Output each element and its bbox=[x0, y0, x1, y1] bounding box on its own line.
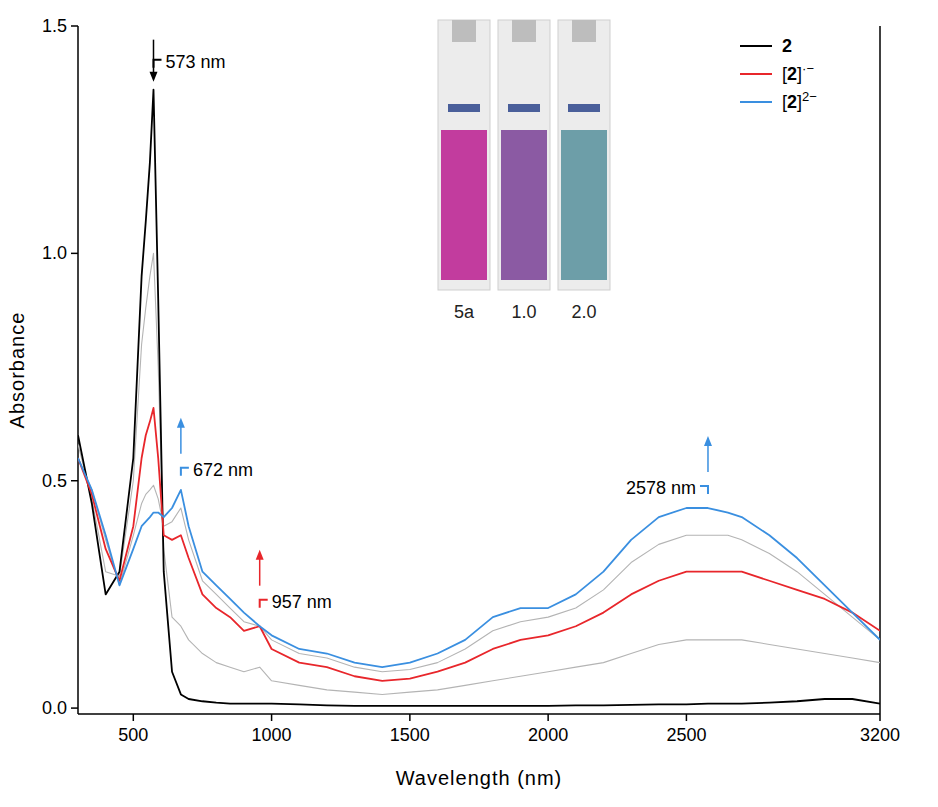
arrow bbox=[259, 556, 261, 586]
arrow-head bbox=[704, 436, 712, 446]
x-tick-label: 500 bbox=[118, 725, 148, 745]
curves bbox=[78, 90, 880, 706]
inset-label: 1.0 bbox=[511, 302, 536, 322]
y-tick-label: 1.5 bbox=[42, 16, 67, 36]
legend-swatch bbox=[740, 73, 772, 75]
x-tick bbox=[547, 714, 549, 721]
arrow bbox=[707, 442, 709, 472]
spectrum-line bbox=[78, 253, 880, 694]
cuvette bbox=[498, 20, 550, 290]
annotation-label: 672 nm bbox=[193, 460, 253, 480]
x-tick bbox=[686, 714, 688, 721]
x-axis-title: Wavelength (nm) bbox=[396, 767, 563, 789]
cuvette-mark bbox=[448, 104, 480, 112]
arrow bbox=[153, 40, 155, 76]
x-tick-label: 2000 bbox=[528, 725, 568, 745]
y-tick bbox=[71, 480, 78, 482]
cuvette-cap bbox=[452, 20, 476, 42]
cuvette-solution bbox=[441, 130, 487, 280]
label-ground bbox=[624, 477, 698, 499]
legend: 2 [2]·− [2]2− bbox=[740, 36, 817, 112]
arrow-head bbox=[256, 550, 264, 560]
label-ground bbox=[270, 591, 334, 613]
y-tick bbox=[71, 707, 78, 709]
spectrum-line bbox=[78, 458, 880, 672]
x-tick bbox=[271, 714, 273, 721]
y-axis-right bbox=[879, 26, 881, 714]
bracket bbox=[260, 600, 268, 608]
y-tick bbox=[71, 25, 78, 27]
legend-swatch bbox=[740, 101, 772, 103]
x-tick-label: 2500 bbox=[666, 725, 706, 745]
annotation: 672 nm bbox=[177, 418, 255, 481]
axes bbox=[78, 26, 880, 714]
annotation-label: 573 nm bbox=[165, 52, 225, 72]
legend-label: [2]2− bbox=[782, 89, 817, 112]
label-ground bbox=[163, 51, 227, 73]
y-tick bbox=[71, 253, 78, 255]
x-tick bbox=[409, 714, 411, 721]
arrow-head bbox=[177, 418, 185, 428]
inset-label: 5a bbox=[454, 302, 475, 322]
x-tick bbox=[879, 714, 881, 721]
legend-swatch bbox=[740, 45, 772, 47]
chart: 5a 1.0 2.0 500 1000 1500 2000 2500 3200 0.0 0.5 1.0… bbox=[0, 0, 938, 807]
bracket bbox=[153, 60, 161, 68]
annotation-label: 957 nm bbox=[272, 592, 332, 612]
bracket bbox=[700, 486, 708, 494]
x-tick-label: 1500 bbox=[390, 725, 430, 745]
cuvette-mark bbox=[568, 104, 600, 112]
y-tick-label: 0.0 bbox=[42, 698, 67, 718]
legend-label: [2]·− bbox=[782, 61, 814, 84]
label-ground bbox=[191, 459, 255, 481]
legend-label: 2 bbox=[782, 36, 792, 56]
x-axis bbox=[78, 713, 880, 715]
annotation: 957 nm bbox=[256, 550, 334, 613]
cuvette bbox=[438, 20, 490, 290]
cuvette-mark bbox=[508, 104, 540, 112]
cuvette-cap bbox=[512, 20, 536, 42]
spectrum-line bbox=[78, 90, 880, 706]
cuvette-cap bbox=[572, 20, 596, 42]
y-axis bbox=[77, 26, 79, 714]
x-tick-label: 1000 bbox=[252, 725, 292, 745]
inset: 5a 1.0 2.0 bbox=[438, 20, 610, 322]
arrow bbox=[180, 424, 182, 454]
spectrum-line bbox=[78, 408, 880, 681]
cuvette-solution bbox=[561, 130, 607, 280]
y-axis-title: Absorbance bbox=[6, 312, 28, 429]
x-tick-label: 3200 bbox=[860, 725, 900, 745]
y-tick-label: 0.5 bbox=[42, 471, 67, 491]
annotation: 2578 nm bbox=[624, 436, 712, 499]
bracket bbox=[181, 468, 189, 476]
cuvette-solution bbox=[501, 130, 547, 280]
spectrum-line bbox=[78, 458, 880, 667]
inset-label: 2.0 bbox=[571, 302, 596, 322]
annotation-label: 2578 nm bbox=[626, 478, 696, 498]
arrow-head bbox=[149, 72, 157, 82]
cuvette bbox=[558, 20, 610, 290]
annotation: 573 nm bbox=[149, 40, 227, 82]
y-tick-label: 1.0 bbox=[42, 243, 67, 263]
x-tick bbox=[133, 714, 135, 721]
